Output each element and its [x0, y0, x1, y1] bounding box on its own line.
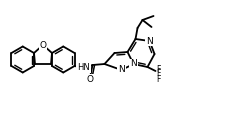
- Text: F: F: [157, 74, 161, 84]
- Text: HN: HN: [77, 63, 90, 72]
- Text: F: F: [157, 65, 161, 74]
- Text: N: N: [146, 36, 153, 45]
- Text: F: F: [157, 70, 161, 78]
- Text: N: N: [130, 59, 137, 68]
- Text: O: O: [86, 74, 93, 84]
- Text: O: O: [40, 41, 47, 49]
- Text: N: N: [118, 65, 125, 74]
